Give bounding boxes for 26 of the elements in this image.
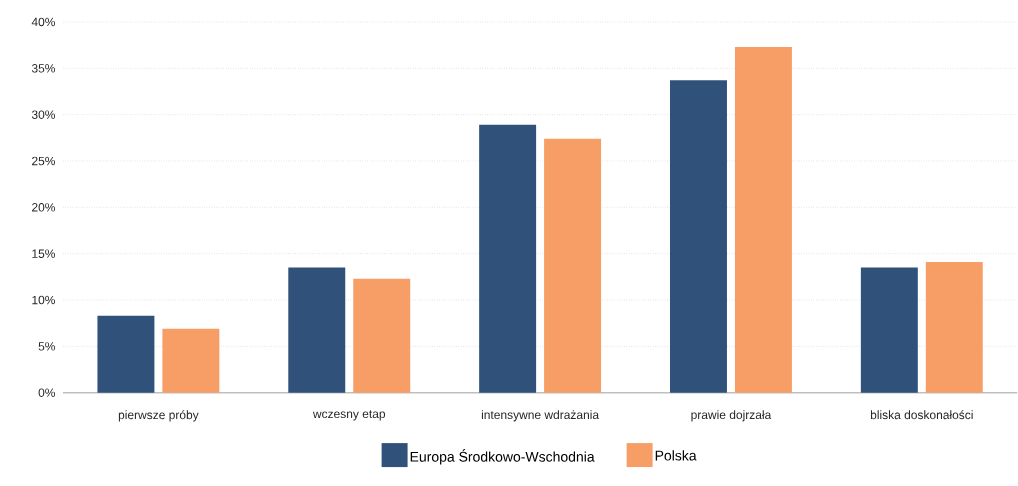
bar — [353, 278, 411, 393]
bar — [860, 267, 918, 393]
x-tick-label: wczesny etap — [312, 410, 386, 421]
bar — [479, 125, 537, 393]
bar — [544, 138, 602, 393]
x-tick-label: pierwsze próby — [118, 410, 199, 422]
y-tick-label: 0% — [38, 388, 56, 398]
bar — [162, 328, 220, 393]
y-tick-label: 40% — [31, 17, 56, 27]
y-tick-label: 10% — [32, 295, 56, 305]
y-tick-label: 20% — [32, 203, 56, 212]
bar — [734, 47, 792, 393]
bar — [288, 267, 346, 393]
y-tick-label: 5% — [38, 342, 56, 351]
legend-label: Europa Środkowo-Wschodnia — [410, 449, 595, 465]
legend-label: Polska — [655, 450, 697, 461]
x-tick-label: bliska doskonałości — [870, 410, 973, 420]
bar — [97, 315, 155, 393]
bar — [670, 80, 727, 393]
y-tick-label: 25% — [32, 156, 56, 166]
y-tick-label: 30% — [31, 110, 56, 120]
y-tick-label: 15% — [32, 249, 56, 259]
x-tick-label: intensywne wdrażania — [481, 410, 600, 422]
bar — [925, 262, 983, 393]
y-tick-label: 35% — [31, 64, 56, 73]
x-tick-label: prawie dojrzała — [691, 410, 772, 422]
